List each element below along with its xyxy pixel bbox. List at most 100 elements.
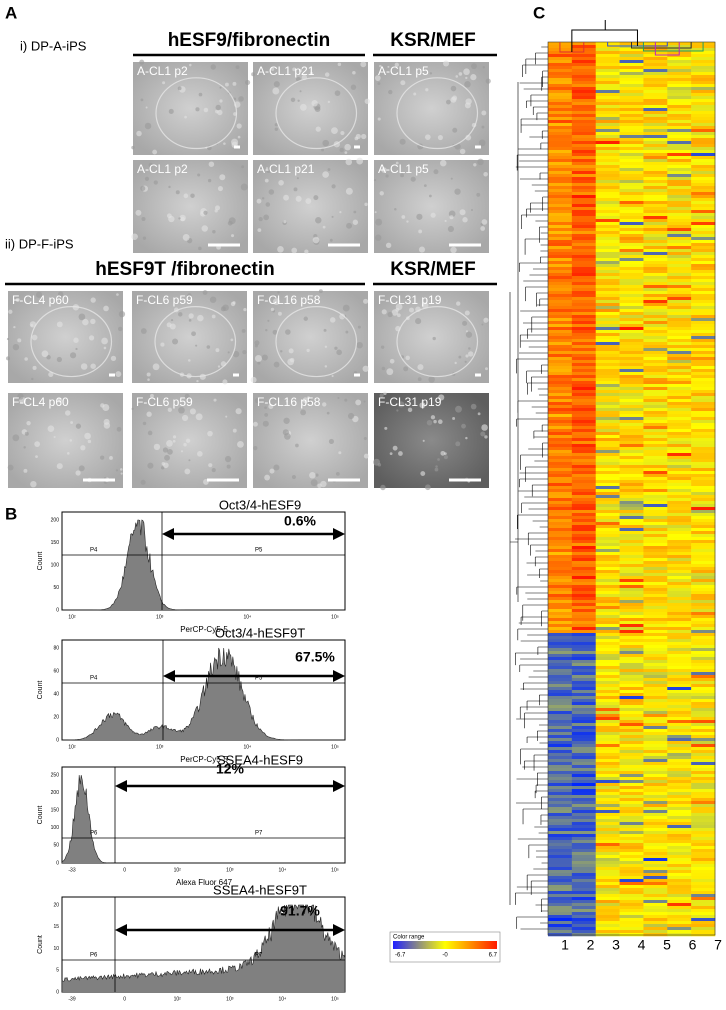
heatmap-cell [548,507,573,511]
heatmap-cell [571,567,597,571]
heatmap-cell [619,660,644,664]
heatmap-cell [619,693,644,697]
heatmap-cell [548,225,573,229]
heatmap-cell [643,738,668,742]
heatmap-cell [667,909,692,913]
color-range-label: -0 [442,953,448,959]
cell-texture [153,180,158,185]
heatmap-cell [548,771,573,775]
heatmap-cell [619,90,644,94]
heatmap-cell [571,855,597,859]
heatmap-cell [595,504,620,508]
heatmap-cell [571,99,597,103]
column-label: 7 [714,937,722,953]
heatmap-cell [548,312,573,316]
heatmap-cell [619,120,644,124]
heatmap-cell [571,756,597,760]
heatmap-cell [548,480,573,484]
cell-texture [147,462,154,469]
heatmap-cell [643,126,668,130]
heatmap-cell [571,552,597,556]
cell-texture [405,296,410,301]
heatmap-cell [595,750,620,754]
heatmap-cell [548,663,573,667]
heatmap-cell [595,45,620,49]
heatmap-cell [667,600,692,604]
heatmap-cell [595,666,620,670]
heatmap-cell [643,909,668,913]
heatmap-cell [571,597,597,601]
heatmap-cell [691,330,716,334]
heatmap-cell [643,339,668,343]
heatmap-cell [643,84,668,88]
cell-texture [283,194,289,201]
cell-texture [283,417,290,424]
cell-texture [304,249,309,254]
cell-texture [181,414,189,422]
heatmap-cell [571,255,597,259]
cell-texture [178,406,185,414]
heatmap-cell [619,444,644,448]
heatmap-cell [643,927,668,931]
heatmap-cell [571,180,597,184]
heatmap-cell [643,285,668,289]
heatmap-cell [691,468,716,472]
heatmap-cell [548,273,573,277]
heatmap-cell [595,525,620,529]
heatmap-cell [595,366,620,370]
heatmap-cell [643,210,668,214]
heatmap-cell [619,309,644,313]
cell-texture [465,330,468,333]
heatmap-cell [571,891,597,895]
cell-texture [420,471,426,476]
heatmap-cell [691,573,716,577]
heatmap-cell [548,201,573,205]
heatmap-cell [619,852,644,856]
heatmap-cell [548,375,573,379]
heatmap-cell [571,915,597,919]
heatmap-cell [619,441,644,445]
heatmap-cell [667,618,692,622]
heatmap-cell [571,147,597,151]
heatmap-cell [571,381,597,385]
cell-texture [464,81,471,88]
group-header: KSR/MEF [390,259,476,280]
heatmap-cell [595,846,620,850]
cell-texture [235,65,240,70]
heatmap-cell [595,744,620,748]
heatmap-cell [667,246,692,250]
y-tick-label: 80 [53,645,59,651]
heatmap-cell [548,384,573,388]
heatmap-cell [548,843,573,847]
heatmap-cell [643,519,668,523]
heatmap-cell [643,579,668,583]
heatmap-cell [619,741,644,745]
heatmap-cell [548,180,573,184]
heatmap-cell [643,306,668,310]
heatmap-cell [595,387,620,391]
heatmap-cell [643,825,668,829]
heatmap-cell [571,198,597,202]
heatmap-cell [571,363,597,367]
heatmap-cell [619,840,644,844]
cell-texture [56,321,63,328]
heatmap-cell [667,303,692,307]
heatmap-cell [595,309,620,313]
heatmap-cell [571,585,597,589]
heatmap-cell [595,75,620,79]
heatmap-cell [571,867,597,871]
heatmap-cell [643,891,668,895]
heatmap-cell [691,333,716,337]
heatmap-cell [548,222,573,226]
heatmap-cell [548,339,573,343]
heatmap-cell [691,339,716,343]
heatmap-cell [643,216,668,220]
heatmap-cell [548,585,573,589]
heatmap-cell [691,564,716,568]
heatmap-cell [548,549,573,553]
heatmap-cell [595,150,620,154]
heatmap-cell [691,603,716,607]
cell-texture [235,408,242,415]
heatmap-cell [667,930,692,934]
heatmap-cell [595,837,620,841]
